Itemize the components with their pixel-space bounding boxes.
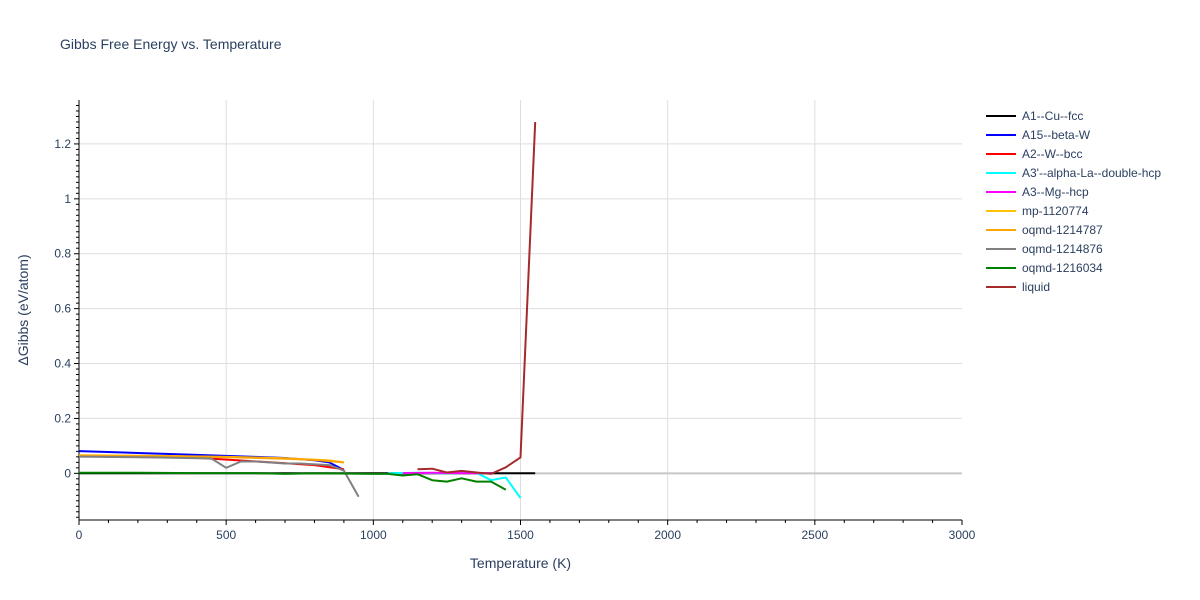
legend-swatch [986,114,1016,117]
legend-label: A1--Cu--fcc [1022,108,1084,123]
series-line [78,455,360,498]
legend-item[interactable]: A3'--alpha-La--double-hcp [986,163,1161,182]
x-tick-label: 1500 [507,528,534,542]
x-tick-label: 2500 [801,528,828,542]
tick-labels: 0 500 1000 1500 2000 2500 3000 0 0.2 0.4 0.6 0.8 1 1.… [54,137,975,542]
x-tick-label: 3000 [949,528,976,542]
legend: A1--Cu--fcc A15--beta-W A2--W--bcc A3'--alp… [986,106,1161,296]
legend-item[interactable]: A3--Mg--hcp [986,182,1161,201]
series-lines [78,121,537,499]
x-tick-label: 500 [216,528,236,542]
series-line [79,471,507,491]
legend-label: oqmd-1216034 [1022,260,1103,275]
legend-swatch [986,209,1016,212]
legend-label: A15--beta-W [1022,127,1091,142]
x-tick-label: 2000 [654,528,681,542]
legend-label: oqmd-1214876 [1022,241,1103,256]
legend-swatch [986,285,1016,288]
y-tick-label: 1 [64,192,71,206]
legend-label: oqmd-1214787 [1022,222,1103,237]
legend-item[interactable]: oqmd-1216034 [986,258,1161,277]
legend-item[interactable]: oqmd-1214876 [986,239,1161,258]
chart-title: Gibbs Free Energy vs. Temperature [60,36,282,52]
legend-swatch [986,152,1016,155]
series-line [417,121,537,475]
legend-label: A3--Mg--hcp [1022,184,1089,199]
legend-label: liquid [1022,279,1051,294]
series-line [387,471,522,499]
legend-label: A2--W--bcc [1022,146,1083,161]
y-axis-title: ΔGibbs (eV/atom) [15,254,31,365]
legend-swatch [986,228,1016,231]
x-tick-label: 1000 [360,528,387,542]
legend-label: A3'--alpha-La--double-hcp [1022,165,1162,180]
x-axis-title: Temperature (K) [470,555,571,571]
legend-item[interactable]: A2--W--bcc [986,144,1161,163]
legend-item[interactable]: oqmd-1214787 [986,220,1161,239]
axes [74,100,963,525]
x-tick-label: 0 [76,528,83,542]
legend-swatch [986,171,1016,174]
y-tick-label: 1.2 [54,137,71,151]
y-tick-label: 0.6 [54,302,71,316]
y-tick-label: 0.2 [54,411,71,425]
series-line [78,454,344,464]
y-tick-label: 0.4 [54,357,71,371]
legend-item[interactable]: A15--beta-W [986,125,1161,144]
legend-swatch [986,190,1016,193]
legend-label: mp-1120774 [1022,203,1089,218]
legend-item[interactable]: mp-1120774 [986,201,1161,220]
y-tick-label: 0 [64,466,71,480]
legend-swatch [986,247,1016,250]
legend-swatch [986,266,1016,269]
series-line [78,450,345,471]
y-tick-label: 0.8 [54,247,71,261]
legend-item[interactable]: A1--Cu--fcc [986,106,1161,125]
legend-swatch [986,133,1016,136]
legend-item[interactable]: liquid [986,277,1161,296]
